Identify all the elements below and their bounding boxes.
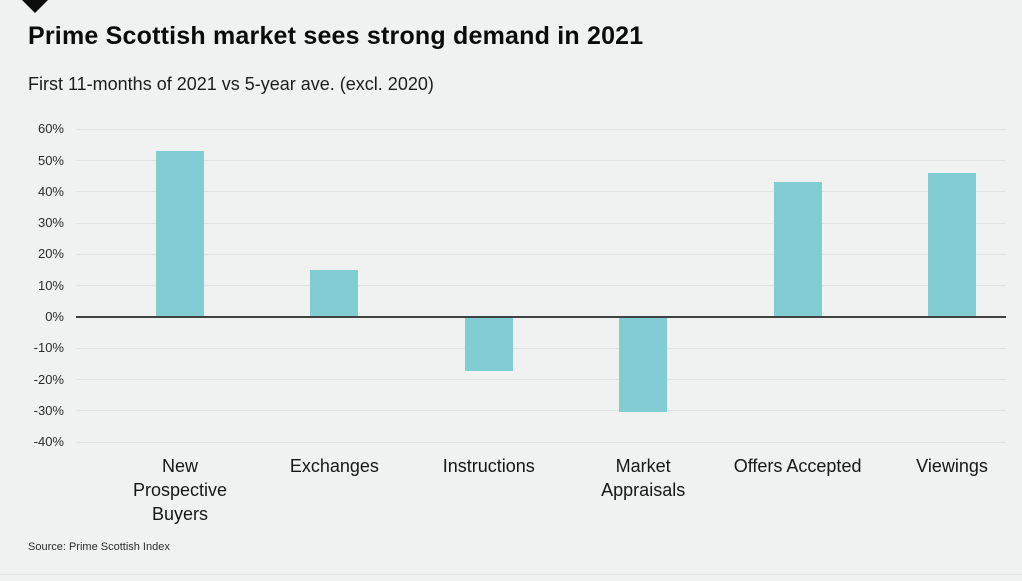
y-axis-tick-label: -40% xyxy=(33,434,64,450)
gridline xyxy=(76,160,1006,161)
y-axis-tick-label: 20% xyxy=(37,246,64,262)
x-axis-category-label: Viewings xyxy=(916,456,988,476)
y-axis-tick-label: -30% xyxy=(33,402,64,418)
bar xyxy=(928,172,976,317)
chart-subtitle: First 11-months of 2021 vs 5-year ave. (… xyxy=(28,74,434,94)
gridline xyxy=(76,441,1006,443)
bar xyxy=(619,318,668,412)
gridline xyxy=(76,347,1006,349)
brand-diamond-icon xyxy=(22,0,48,13)
y-axis-tick-label: 10% xyxy=(37,277,64,293)
gridline xyxy=(76,222,1006,224)
chart-title: Prime Scottish market sees strong demand… xyxy=(28,22,644,50)
bottom-divider xyxy=(0,574,1022,575)
x-axis-category-label: Offers Accepted xyxy=(733,456,862,476)
bar xyxy=(773,181,822,317)
gridline xyxy=(76,128,1006,130)
y-axis-tick-label: 50% xyxy=(37,152,64,168)
y-axis-tick-label: 30% xyxy=(37,215,64,231)
x-axis-zero-line xyxy=(76,316,1006,318)
y-axis-tick-label: 60% xyxy=(37,121,64,137)
bar xyxy=(310,269,359,317)
x-axis-category-label: New Prospective Buyers xyxy=(132,456,228,524)
gridline xyxy=(76,191,1006,193)
bar xyxy=(464,318,513,372)
x-axis-category-label: Market Appraisals xyxy=(601,456,686,500)
x-axis-category-label: Instructions xyxy=(442,456,535,476)
source-note: Source: Prime Scottish Index xyxy=(28,541,170,553)
y-axis-tick-label: -20% xyxy=(33,371,64,387)
y-axis-tick-label: 0% xyxy=(45,309,64,324)
y-axis-tick-label: 40% xyxy=(37,183,64,199)
gridline xyxy=(76,379,1006,381)
y-axis-tick-label: -10% xyxy=(33,340,64,356)
x-axis-category-label: Exchanges xyxy=(289,456,379,476)
gridline xyxy=(76,253,1006,255)
gridline xyxy=(76,285,1006,287)
bar xyxy=(156,150,204,317)
gridline xyxy=(76,410,1006,412)
